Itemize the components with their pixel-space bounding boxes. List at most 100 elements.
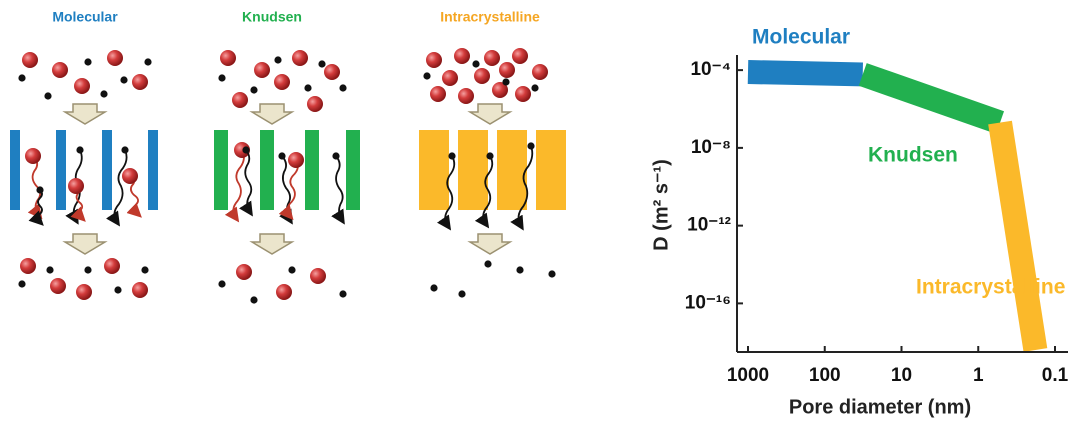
molecule bbox=[20, 258, 36, 274]
small-molecule bbox=[218, 74, 225, 81]
pore-wall bbox=[346, 130, 360, 210]
trajectory bbox=[114, 150, 126, 222]
pore-wall bbox=[214, 130, 228, 210]
molecule bbox=[307, 96, 323, 112]
small-molecule bbox=[318, 60, 325, 67]
small-molecule bbox=[527, 142, 534, 149]
small-molecule bbox=[18, 280, 25, 287]
flow-arrow bbox=[65, 234, 105, 254]
flow-arrow bbox=[470, 234, 510, 254]
molecule bbox=[276, 284, 292, 300]
small-molecule bbox=[76, 146, 83, 153]
small-molecule bbox=[423, 72, 430, 79]
small-molecule bbox=[288, 266, 295, 273]
molecule bbox=[484, 50, 500, 66]
molecule bbox=[232, 92, 248, 108]
pore-wall bbox=[10, 130, 20, 210]
small-molecule bbox=[114, 286, 121, 293]
band-label: Intracrystalline bbox=[916, 276, 1065, 299]
diffusion-band bbox=[1000, 123, 1035, 350]
x-tick-label: 100 bbox=[809, 365, 841, 386]
molecule bbox=[22, 52, 38, 68]
molecule bbox=[220, 50, 236, 66]
small-molecule bbox=[472, 60, 479, 67]
small-molecule bbox=[486, 152, 493, 159]
pore-wall bbox=[260, 130, 274, 210]
molecule bbox=[236, 264, 252, 280]
pore-wall bbox=[497, 130, 527, 210]
small-molecule bbox=[218, 280, 225, 287]
trajectory bbox=[287, 160, 298, 216]
small-molecule bbox=[502, 78, 509, 85]
band-label: Knudsen bbox=[868, 144, 958, 167]
band-label: Molecular bbox=[752, 26, 850, 49]
small-molecule bbox=[332, 152, 339, 159]
molecule bbox=[292, 50, 308, 66]
small-molecule bbox=[18, 74, 25, 81]
molecule bbox=[107, 50, 123, 66]
panel-title: Knudsen bbox=[242, 9, 302, 25]
molecule bbox=[274, 74, 290, 90]
molecule bbox=[324, 64, 340, 80]
diffusion-band bbox=[863, 74, 1000, 122]
molecule bbox=[426, 52, 442, 68]
small-molecule bbox=[448, 152, 455, 159]
small-molecule bbox=[430, 284, 437, 291]
molecule bbox=[499, 62, 515, 78]
molecule bbox=[442, 70, 458, 86]
small-molecule bbox=[484, 260, 491, 267]
flow-arrow bbox=[65, 104, 105, 124]
molecule bbox=[52, 62, 68, 78]
pore-wall bbox=[148, 130, 158, 210]
molecule bbox=[288, 152, 304, 168]
trajectory bbox=[336, 156, 343, 220]
x-axis-title: Pore diameter (nm) bbox=[789, 396, 971, 418]
small-molecule bbox=[144, 58, 151, 65]
trajectory bbox=[282, 156, 290, 220]
molecule bbox=[454, 48, 470, 64]
small-molecule bbox=[278, 152, 285, 159]
y-tick-label: 10⁻⁴ bbox=[690, 59, 731, 80]
pore-wall bbox=[536, 130, 566, 210]
small-molecule bbox=[274, 56, 281, 63]
small-molecule bbox=[516, 266, 523, 273]
small-molecule bbox=[531, 84, 538, 91]
small-molecule bbox=[36, 186, 43, 193]
molecule bbox=[122, 168, 138, 184]
small-molecule bbox=[304, 84, 311, 91]
y-tick-label: 10⁻⁸ bbox=[691, 137, 731, 158]
panel-title: Intracrystalline bbox=[440, 9, 540, 25]
molecule bbox=[132, 282, 148, 298]
x-tick-label: 1 bbox=[973, 365, 984, 386]
pore-wall bbox=[458, 130, 488, 210]
x-tick-label: 1000 bbox=[727, 365, 769, 386]
small-molecule bbox=[458, 290, 465, 297]
molecule bbox=[68, 178, 84, 194]
flow-arrow bbox=[252, 234, 292, 254]
x-tick-label: 10 bbox=[891, 365, 912, 386]
small-molecule bbox=[548, 270, 555, 277]
y-tick-label: 10⁻¹⁶ bbox=[685, 292, 731, 313]
small-molecule bbox=[44, 92, 51, 99]
molecule bbox=[310, 268, 326, 284]
pore-wall bbox=[419, 130, 449, 210]
small-molecule bbox=[84, 58, 91, 65]
pore-wall bbox=[102, 130, 112, 210]
small-molecule bbox=[250, 86, 257, 93]
molecule bbox=[25, 148, 41, 164]
molecule bbox=[515, 86, 531, 102]
molecule bbox=[512, 48, 528, 64]
figure: Molecular Knudsen Intracrystalline Pore … bbox=[0, 0, 1073, 421]
flow-arrow bbox=[470, 104, 510, 124]
small-molecule bbox=[100, 90, 107, 97]
x-tick-label: 0.1 bbox=[1042, 365, 1069, 386]
y-tick-label: 10⁻¹² bbox=[687, 215, 731, 236]
trajectory bbox=[245, 150, 251, 212]
molecule bbox=[74, 78, 90, 94]
panel-title: Molecular bbox=[52, 9, 118, 25]
y-axis-title: D (m² s⁻¹) bbox=[650, 159, 672, 251]
pore-wall bbox=[56, 130, 66, 210]
molecule bbox=[458, 88, 474, 104]
small-molecule bbox=[120, 76, 127, 83]
small-molecule bbox=[84, 266, 91, 273]
